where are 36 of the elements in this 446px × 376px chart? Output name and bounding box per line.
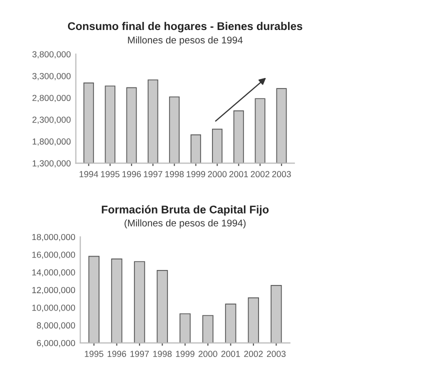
x-tick-label: 1999	[186, 171, 206, 178]
x-tick-label: 1998	[165, 171, 184, 178]
x-tick-label: 1999	[176, 350, 194, 357]
y-tick-label: 1,800,000	[32, 138, 71, 146]
y-tick-label: 10,000,000	[32, 304, 76, 312]
y-tick-label: 12,000,000	[32, 286, 76, 294]
x-tick-label: 1995	[84, 350, 104, 357]
x-tick-label: 2003	[266, 350, 286, 357]
x-tick-label: 2003	[272, 171, 291, 178]
x-tick-label: 1997	[130, 350, 149, 357]
x-tick-label: 2001	[221, 350, 240, 357]
y-tick-label: 18,000,000	[32, 234, 76, 242]
x-tick-label: 1998	[153, 350, 172, 357]
x-tick-label: 2000	[208, 171, 227, 178]
y-tick-label: 8,000,000	[36, 322, 76, 330]
y-tick-label: 3,300,000	[32, 73, 71, 80]
chart-subtitle: Millones de pesos de 1994	[128, 36, 243, 46]
x-tick-label: 2001	[229, 171, 248, 178]
y-tick-label: 16,000,000	[32, 252, 76, 259]
x-tick-label: 1995	[101, 171, 120, 178]
chart-title: Formación Bruta de Capital Fijo	[102, 205, 269, 216]
x-tick-label: 1997	[144, 171, 162, 178]
chart-subtitle: (Millones de pesos de 1994)	[124, 219, 246, 228]
y-tick-label: 3,800,000	[32, 51, 71, 58]
y-tick-label: 1,300,000	[32, 160, 71, 168]
y-tick-label: 2,300,000	[32, 116, 71, 124]
x-tick-label: 2002	[244, 350, 263, 357]
chart-title: Consumo final de hogares - Bienes durables	[68, 22, 302, 32]
x-tick-label: 2000	[198, 350, 218, 357]
x-tick-label: 2002	[250, 171, 270, 178]
x-tick-label: 1996	[108, 350, 126, 357]
x-tick-label: 1994	[80, 171, 98, 178]
y-tick-label: 14,000,000	[32, 269, 76, 277]
y-tick-label: 6,000,000	[36, 340, 76, 348]
y-tick-label: 2,800,000	[32, 94, 71, 102]
x-tick-label: 1996	[122, 171, 141, 178]
